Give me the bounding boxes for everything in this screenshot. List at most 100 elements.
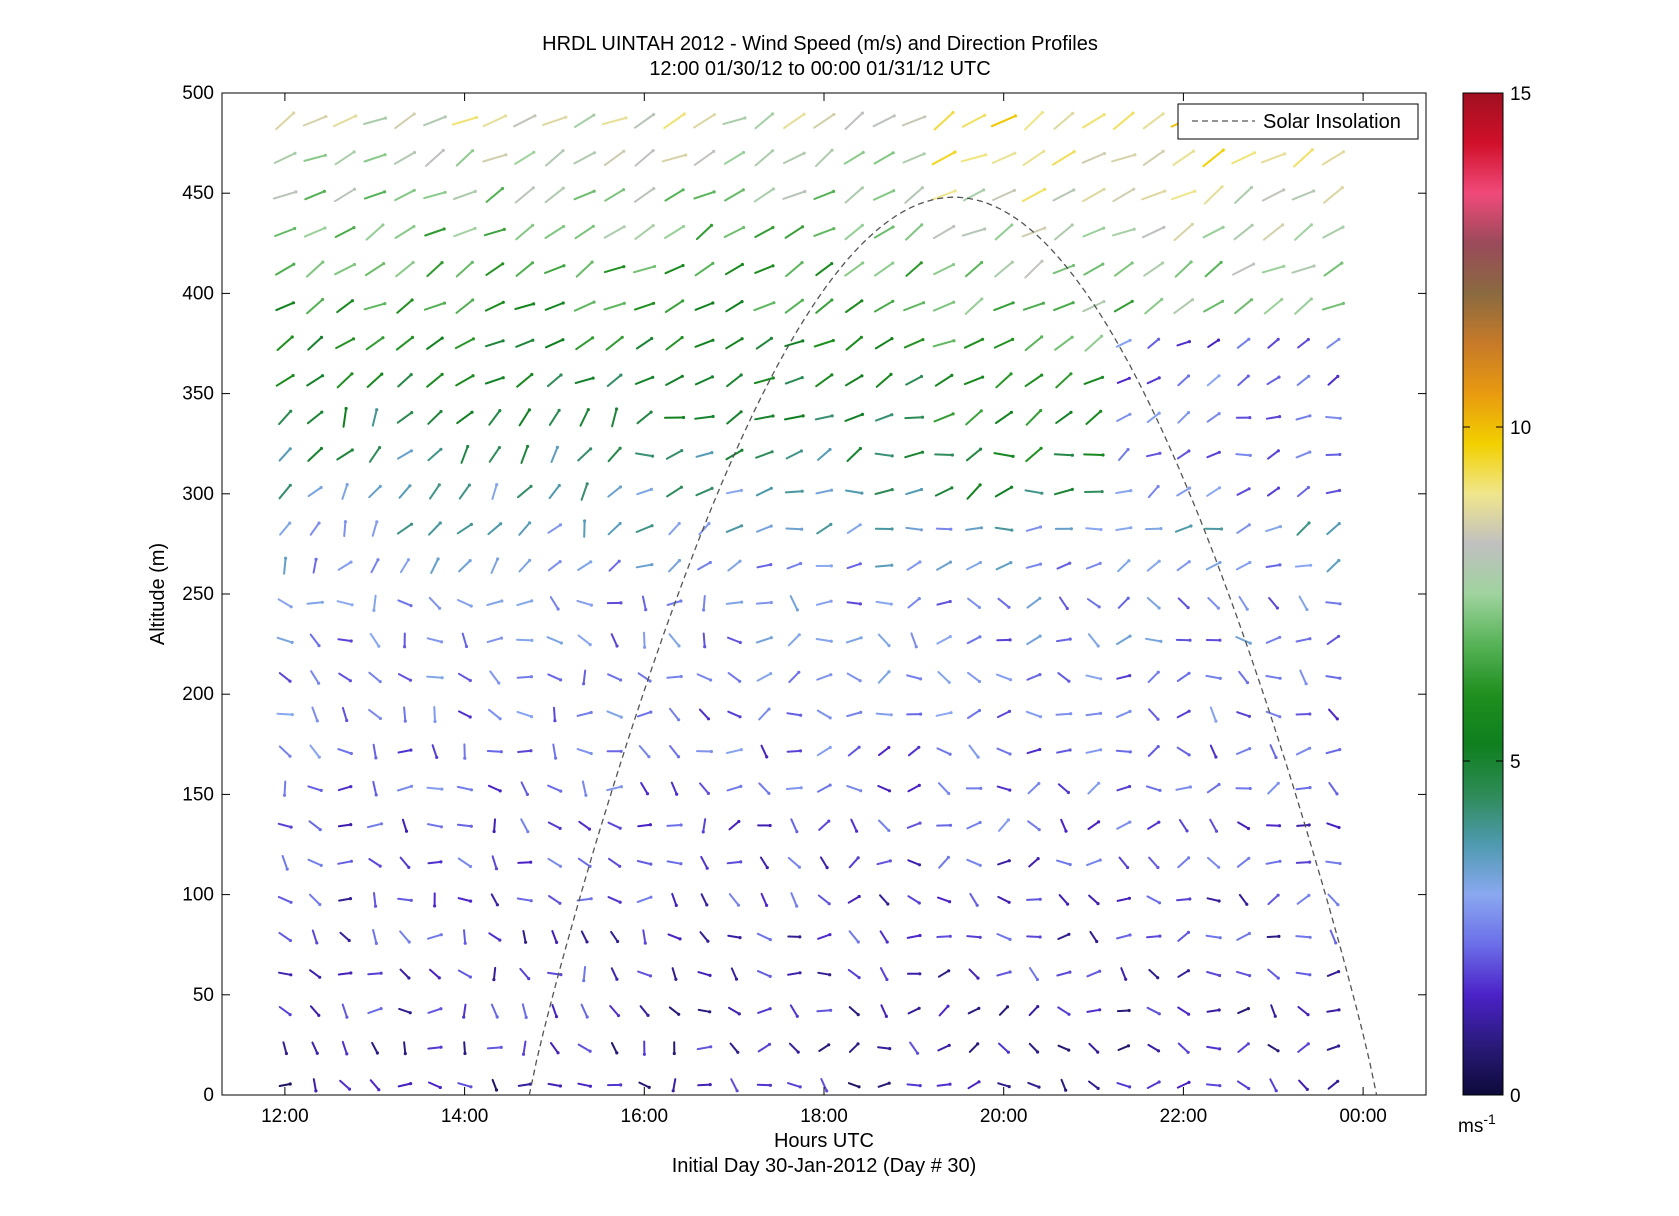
wind-vector-head xyxy=(1132,227,1136,231)
wind-vector xyxy=(1026,635,1042,646)
wind-vector-head xyxy=(439,1045,443,1049)
wind-vector xyxy=(635,563,653,569)
wind-vector-head xyxy=(407,976,411,980)
wind-vector-head xyxy=(736,1050,740,1054)
wind-vector-head xyxy=(737,819,741,824)
wind-vector xyxy=(577,857,591,868)
wind-vector xyxy=(275,374,295,387)
wind-vector xyxy=(936,561,952,571)
wind-vector-head xyxy=(677,644,681,648)
wind-vector xyxy=(878,746,890,757)
wind-vector xyxy=(905,526,923,531)
wind-vector xyxy=(758,708,770,721)
wind-vector-head xyxy=(1246,374,1250,378)
wind-vector-head xyxy=(892,189,896,193)
wind-vector xyxy=(424,228,446,237)
wind-vector xyxy=(601,116,627,126)
wind-vector xyxy=(754,149,774,167)
wind-vector xyxy=(815,489,833,495)
wind-vector-head xyxy=(622,301,626,305)
wind-vector-head xyxy=(1130,299,1134,303)
wind-vector-head xyxy=(379,1007,383,1011)
wind-vector-head xyxy=(1161,112,1165,116)
wind-vector-head xyxy=(795,1014,799,1018)
wind-vector xyxy=(458,484,471,500)
wind-vector xyxy=(784,376,804,385)
wind-vector-head xyxy=(861,150,865,155)
wind-vector-head xyxy=(769,672,773,676)
wind-vector xyxy=(397,599,412,607)
wind-vector xyxy=(307,858,323,867)
wind-vector-head xyxy=(768,1083,773,1087)
wind-vector xyxy=(757,1007,772,1014)
wind-vector xyxy=(1086,859,1102,866)
wind-vector-head xyxy=(1007,859,1011,863)
wind-vector xyxy=(875,413,893,422)
wind-vector xyxy=(1024,374,1043,388)
wind-vector xyxy=(1116,413,1131,422)
wind-vector xyxy=(278,484,292,500)
wind-vector xyxy=(548,895,561,905)
wind-vector xyxy=(995,411,1013,424)
wind-vector-head xyxy=(682,112,686,116)
wind-vector xyxy=(372,780,378,796)
wind-vector xyxy=(1323,262,1343,277)
wind-vector xyxy=(334,226,355,238)
wind-vector-head xyxy=(947,791,951,796)
wind-vector-head xyxy=(981,337,985,341)
wind-vector xyxy=(428,1081,442,1089)
wind-vector xyxy=(334,150,356,166)
wind-vector-head xyxy=(501,376,505,380)
wind-vector xyxy=(693,190,716,200)
wind-vector-head xyxy=(354,114,358,118)
wind-vector-head xyxy=(1096,1086,1100,1090)
wind-vector xyxy=(938,856,950,869)
wind-vector-head xyxy=(1132,187,1136,191)
wind-vector xyxy=(363,190,386,200)
wind-vector xyxy=(544,302,565,311)
wind-vector xyxy=(1028,857,1040,868)
wind-vector-head xyxy=(1038,634,1042,638)
wind-vector xyxy=(873,151,895,165)
wind-vector xyxy=(1056,638,1072,643)
wind-vector-head xyxy=(615,1051,619,1055)
wind-vector xyxy=(694,262,714,277)
wind-vector-head xyxy=(1186,969,1190,973)
wind-vector-head xyxy=(859,789,863,793)
wind-vector-head xyxy=(378,446,382,450)
wind-vector xyxy=(966,561,982,571)
wind-vector-head xyxy=(470,149,475,153)
wind-vector xyxy=(426,373,444,388)
wind-vector-head xyxy=(556,607,560,611)
wind-vector-head xyxy=(1102,187,1106,191)
wind-vector xyxy=(1082,113,1106,129)
wind-vector xyxy=(668,559,681,573)
wind-vector xyxy=(726,748,743,754)
wind-vector-head xyxy=(797,633,801,637)
wind-vector xyxy=(875,600,893,606)
wind-vector-head xyxy=(1131,111,1135,115)
wind-vector-head xyxy=(350,603,354,607)
wind-vector-head xyxy=(1008,638,1012,642)
wind-vector xyxy=(998,819,1010,832)
wind-vector-head xyxy=(1186,930,1191,935)
wind-vector xyxy=(1178,819,1188,832)
wind-vector xyxy=(1297,1042,1310,1053)
wind-vector-head xyxy=(409,604,413,608)
wind-vector xyxy=(1207,597,1220,610)
wind-vector-head xyxy=(442,301,447,305)
wind-vector-head xyxy=(350,448,354,452)
wind-vector-head xyxy=(529,675,534,679)
wind-vector xyxy=(426,786,443,791)
wind-vector-head xyxy=(1278,635,1282,639)
wind-vector-head xyxy=(948,635,952,639)
wind-vector xyxy=(303,154,327,162)
wind-vector xyxy=(664,188,685,202)
wind-vector-head xyxy=(1246,1007,1250,1011)
wind-vector xyxy=(845,636,863,644)
wind-vector-head xyxy=(978,635,982,639)
wind-vector-head xyxy=(1336,374,1340,378)
wind-vector-head xyxy=(1008,788,1012,792)
wind-vector xyxy=(637,823,652,828)
wind-vector xyxy=(486,637,503,644)
